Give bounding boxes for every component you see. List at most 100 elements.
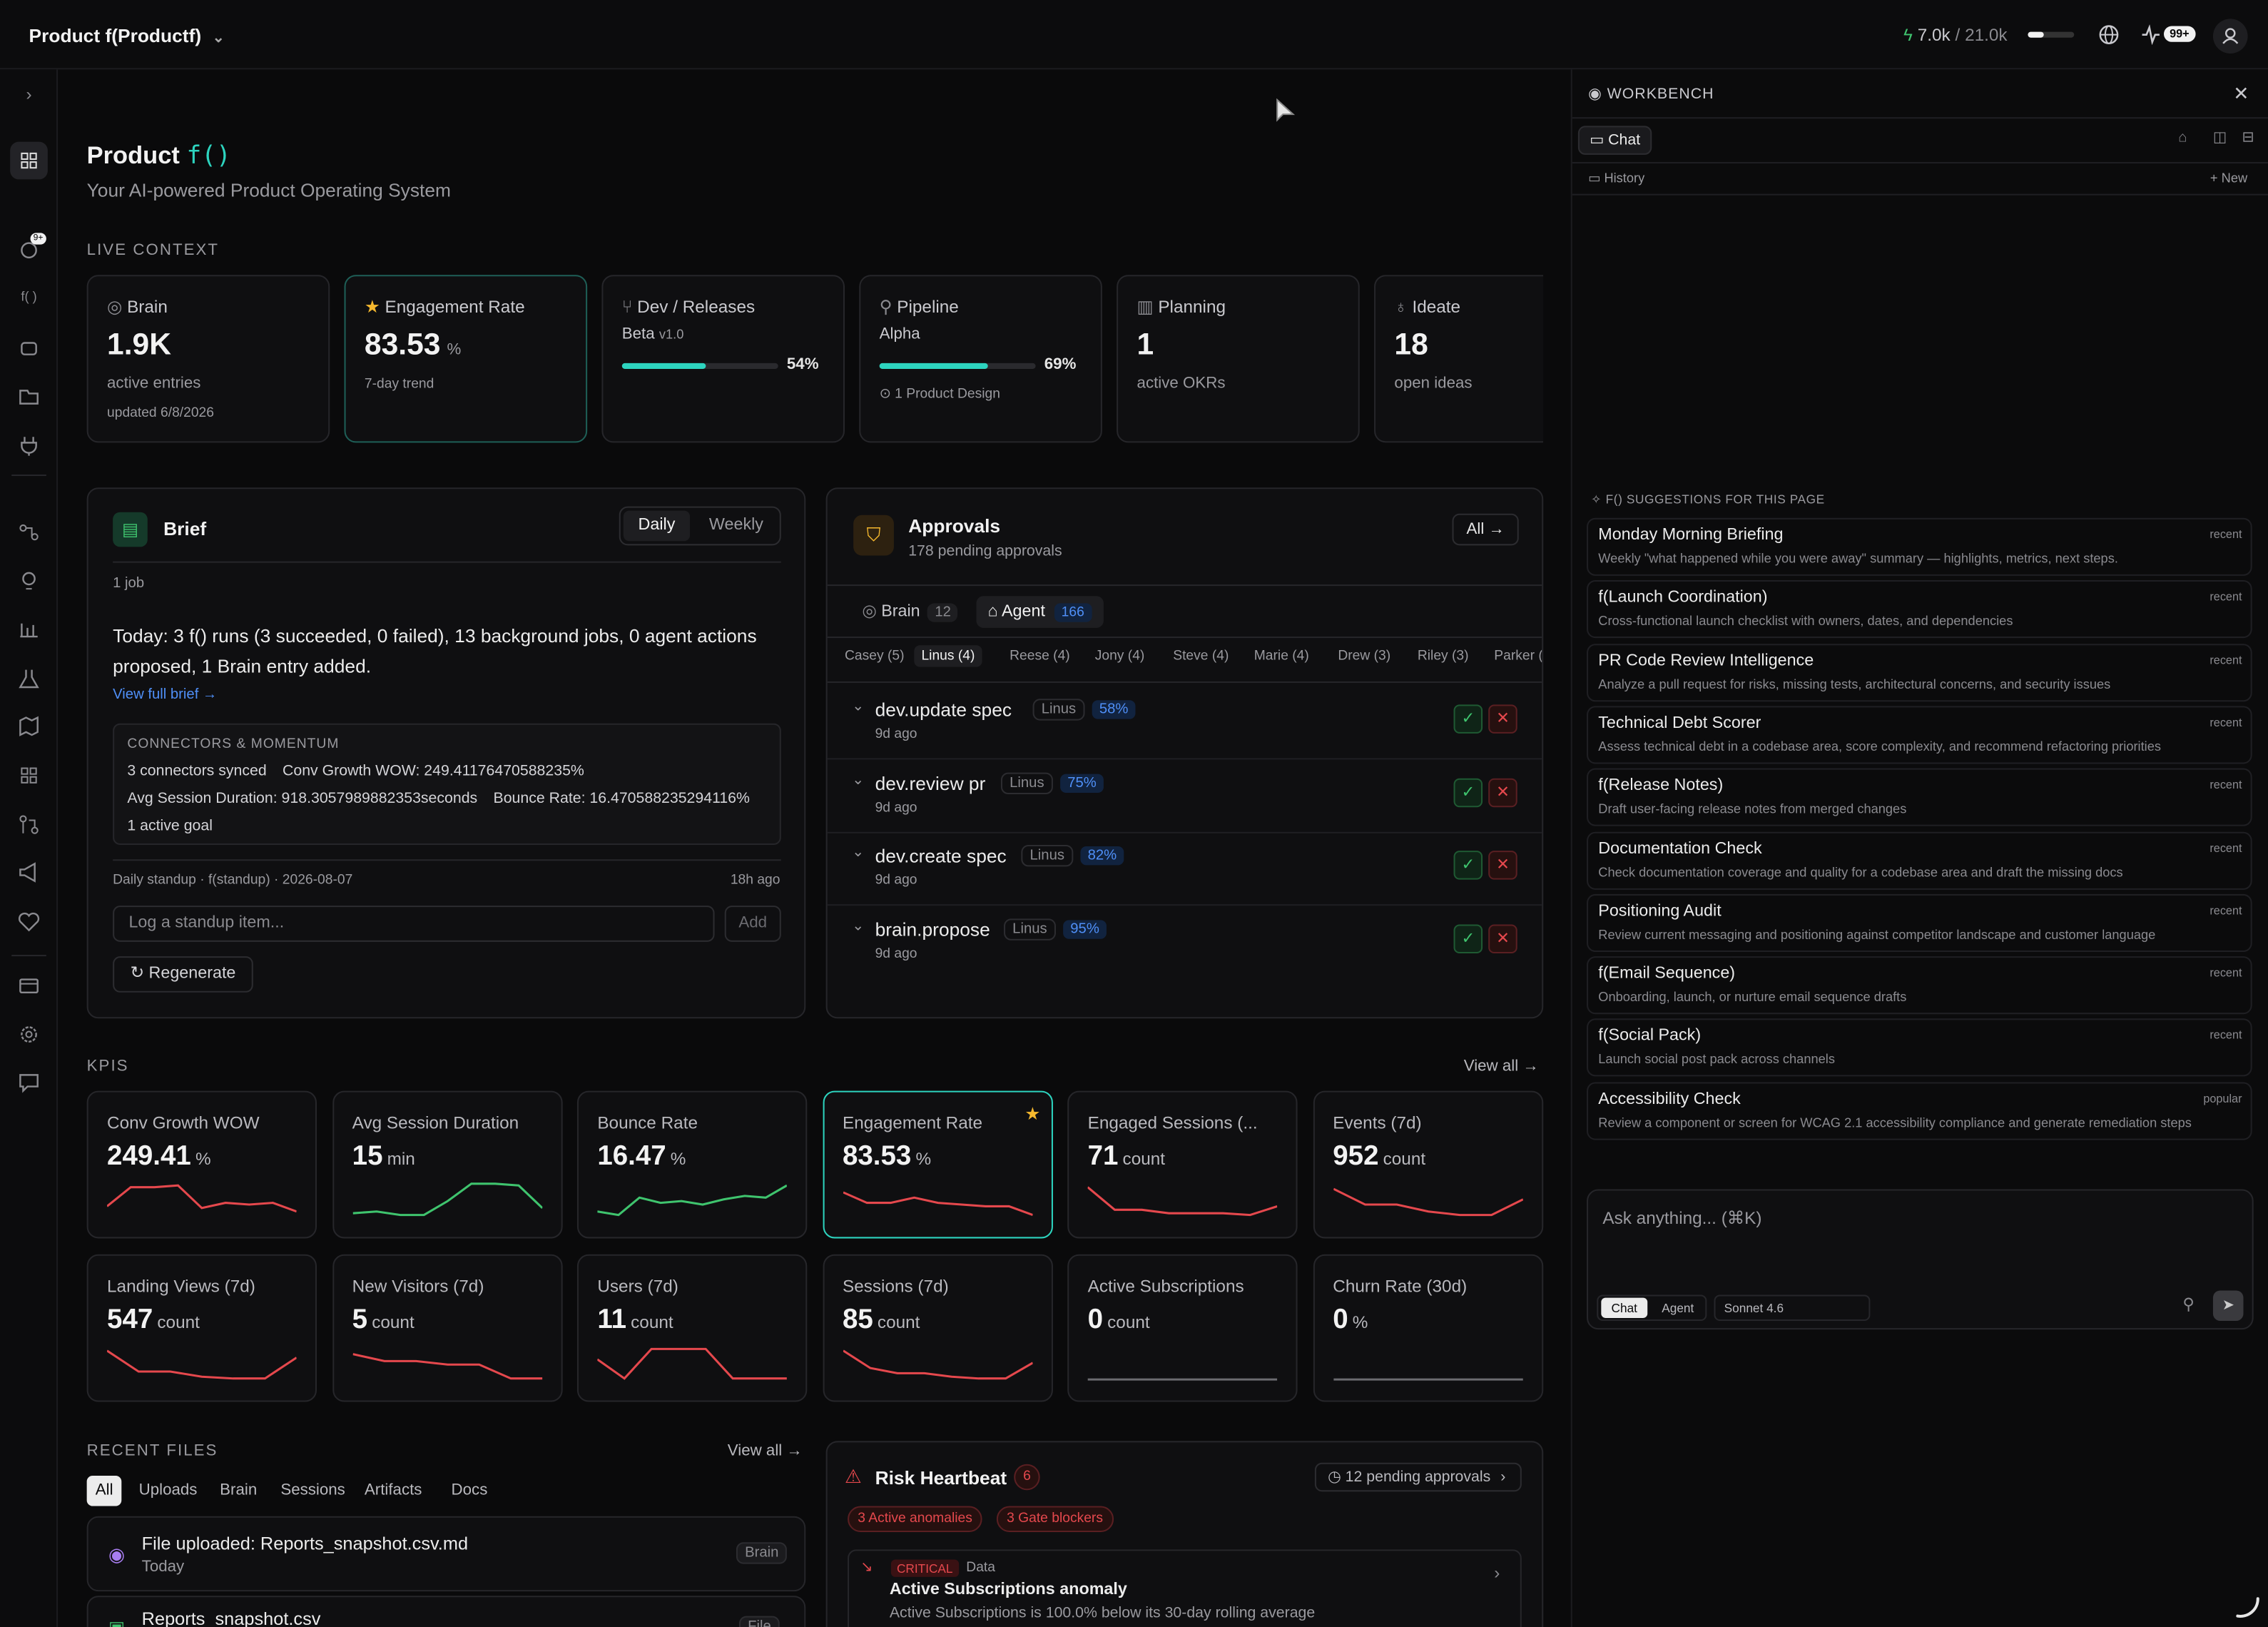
- file-tab[interactable]: Brain: [220, 1481, 258, 1499]
- notification-badge[interactable]: 99+: [2163, 26, 2195, 42]
- kpi-card[interactable]: Engagement Rate 83.53% ★: [822, 1090, 1052, 1239]
- dev-releases-card[interactable]: ⑂ Dev / Releases Beta v1.0 54%: [601, 275, 845, 443]
- suggestion-item[interactable]: f(Email Sequence) Onboarding, launch, or …: [1587, 956, 2252, 1015]
- split-view-icon[interactable]: ◫: [2212, 130, 2227, 146]
- ideate-card[interactable]: ♁ Ideate 18 open ideas: [1374, 275, 1544, 443]
- kpi-card[interactable]: Active Subscriptions 0 count: [1067, 1254, 1298, 1402]
- kpi-card[interactable]: Avg Session Duration 15 min: [332, 1090, 562, 1239]
- people-tab[interactable]: Reese (4): [1010, 648, 1070, 664]
- plug-icon[interactable]: [14, 430, 44, 459]
- approvals-all-button[interactable]: All →: [1452, 513, 1519, 546]
- function-icon[interactable]: f( ): [21, 289, 37, 304]
- bar-chart-icon[interactable]: [14, 615, 44, 644]
- composer-input[interactable]: Ask anything... (⌘K): [1602, 1207, 1762, 1229]
- approve-button[interactable]: ✓: [1453, 704, 1483, 734]
- tab-weekly[interactable]: Weekly: [708, 516, 763, 534]
- file-tab[interactable]: All: [86, 1475, 122, 1506]
- tab-agent[interactable]: ⌂ Agent 166: [976, 596, 1104, 628]
- git-pull-icon[interactable]: [14, 810, 44, 839]
- chevron-right-icon[interactable]: ›: [26, 83, 32, 104]
- gear-icon[interactable]: [14, 1020, 44, 1049]
- anomalies-badge[interactable]: 3 Active anomalies: [848, 1506, 983, 1533]
- product-switcher[interactable]: Product f(Productf) ⌄: [29, 24, 225, 46]
- suggestion-item[interactable]: Monday Morning Briefing Weekly "what happ…: [1587, 517, 2252, 576]
- reject-button[interactable]: ✕: [1488, 777, 1517, 807]
- tab-brain[interactable]: ◎ Brain 12: [862, 600, 959, 622]
- chevron-down-icon[interactable]: ⌄: [852, 918, 865, 934]
- suggestion-item[interactable]: f(Launch Coordination) Cross-functional l…: [1587, 580, 2252, 639]
- robot-icon[interactable]: ⌂: [2178, 130, 2187, 146]
- robot-icon[interactable]: [14, 334, 44, 363]
- activity-icon[interactable]: [2141, 24, 2161, 45]
- file-item[interactable]: ◉ File uploaded: Reports_snapshot.csv.md…: [86, 1516, 806, 1592]
- approval-item[interactable]: ⌄ dev.create spec Linus 82% 9d ago ✓ ✕: [827, 833, 1542, 906]
- suggestion-item[interactable]: f(Social Pack) Launch social post pack ac…: [1587, 1019, 2252, 1078]
- suggestion-item[interactable]: Documentation Check Check documentation c…: [1587, 831, 2252, 889]
- pipeline-card[interactable]: ⚲ Pipeline Alpha 69% ⊙ 1 Product Design: [859, 275, 1102, 443]
- standup-input[interactable]: Log a standup item...: [113, 906, 715, 942]
- kpi-card[interactable]: New Visitors (7d) 5 count: [332, 1254, 562, 1402]
- approval-item[interactable]: ⌄ brain.propose Linus 95% 9d ago ✓ ✕: [828, 906, 1542, 978]
- credits-meter[interactable]: ϟ 7.0k / 21.0k: [1903, 24, 2008, 44]
- suggestion-item[interactable]: Positioning Audit Review current messagin…: [1587, 893, 2252, 952]
- folder-icon[interactable]: [14, 382, 44, 411]
- kpi-card[interactable]: Users (7d) 11 count: [576, 1254, 808, 1402]
- megaphone-icon[interactable]: [14, 858, 44, 887]
- card-icon[interactable]: [14, 970, 44, 1000]
- kpi-card[interactable]: Conv Growth WOW 249.41%: [86, 1090, 317, 1239]
- kpi-card[interactable]: Bounce Rate 16.47%: [576, 1090, 808, 1239]
- send-button[interactable]: ➤: [2212, 1290, 2244, 1322]
- mode-chat[interactable]: Chat: [1601, 1297, 1648, 1318]
- approve-button[interactable]: ✓: [1453, 851, 1483, 880]
- chevron-down-icon[interactable]: ⌄: [852, 771, 865, 788]
- standup-add-button[interactable]: Add: [724, 906, 781, 942]
- suggestion-item[interactable]: Accessibility Check Review a component or…: [1587, 1081, 2252, 1140]
- people-tab[interactable]: Drew (3): [1338, 648, 1391, 664]
- file-tab[interactable]: Artifacts: [364, 1481, 422, 1499]
- reject-button[interactable]: ✕: [1488, 704, 1517, 734]
- chevron-down-icon[interactable]: ⌄: [852, 845, 865, 861]
- file-tab[interactable]: Docs: [451, 1481, 488, 1499]
- recent-files-view-all[interactable]: View all →: [727, 1442, 803, 1460]
- brain-card[interactable]: ◎ Brain 1.9K active entries updated 6/8/…: [86, 275, 330, 443]
- view-full-brief-link[interactable]: View full brief →: [113, 687, 218, 704]
- file-tab[interactable]: Sessions: [280, 1481, 345, 1499]
- chevron-down-icon[interactable]: ⌄: [852, 699, 865, 715]
- reject-button[interactable]: ✕: [1488, 923, 1517, 953]
- model-select[interactable]: Sonnet 4.6: [1714, 1294, 1871, 1322]
- new-button[interactable]: + New: [2210, 171, 2247, 185]
- suggestion-item[interactable]: f(Release Notes) Draft user-facing releas…: [1587, 768, 2252, 827]
- suggestion-item[interactable]: PR Code Review Intelligence Analyze a pul…: [1587, 643, 2252, 701]
- engagement-card[interactable]: ★ Engagement Rate 83.53 % 7-day trend: [344, 275, 588, 443]
- bulb-icon[interactable]: [14, 567, 44, 597]
- kpi-card[interactable]: Events (7d) 952 count: [1312, 1090, 1543, 1239]
- flask-icon[interactable]: [14, 664, 44, 694]
- reject-button[interactable]: ✕: [1488, 851, 1517, 880]
- attach-icon[interactable]: ⚲: [2182, 1296, 2195, 1314]
- planning-card[interactable]: ▥ Planning 1 active OKRs: [1117, 275, 1360, 443]
- file-tab[interactable]: Uploads: [138, 1481, 198, 1499]
- people-tab[interactable]: Casey (5): [845, 648, 905, 664]
- people-tab[interactable]: Marie (4): [1253, 648, 1309, 664]
- kpi-card[interactable]: Engaged Sessions (... 71 count: [1067, 1090, 1298, 1239]
- approve-button[interactable]: ✓: [1453, 923, 1483, 953]
- close-icon[interactable]: ✕: [2233, 82, 2249, 104]
- map-icon[interactable]: [14, 711, 44, 741]
- pending-approvals-button[interactable]: ◷ 12 pending approvals ›: [1314, 1462, 1522, 1492]
- approval-item[interactable]: ⌄ dev.update spec Linus 58% 9d ago ✓ ✕: [827, 687, 1542, 760]
- suggestion-item[interactable]: Technical Debt Scorer Assess technical de…: [1587, 706, 2252, 764]
- people-tab[interactable]: Riley (3): [1417, 648, 1469, 664]
- approve-button[interactable]: ✓: [1453, 777, 1483, 807]
- layout-icon[interactable]: ⊟: [2242, 130, 2254, 146]
- dashboard-icon[interactable]: [10, 141, 48, 180]
- kpi-card[interactable]: Landing Views (7d) 547 count: [86, 1254, 317, 1402]
- history-button[interactable]: ▭ History: [1588, 171, 1644, 186]
- people-tab[interactable]: Parker (3: [1494, 648, 1542, 664]
- blockers-badge[interactable]: 3 Gate blockers: [996, 1506, 1114, 1533]
- kpis-view-all[interactable]: View all →: [1463, 1058, 1539, 1075]
- chat-icon[interactable]: [14, 1068, 44, 1097]
- user-icon[interactable]: [2212, 19, 2248, 54]
- globe-icon[interactable]: [2099, 24, 2119, 45]
- heart-pulse-icon[interactable]: [14, 907, 44, 936]
- approval-item[interactable]: ⌄ dev.review pr Linus 75% 9d ago ✓ ✕: [827, 760, 1542, 833]
